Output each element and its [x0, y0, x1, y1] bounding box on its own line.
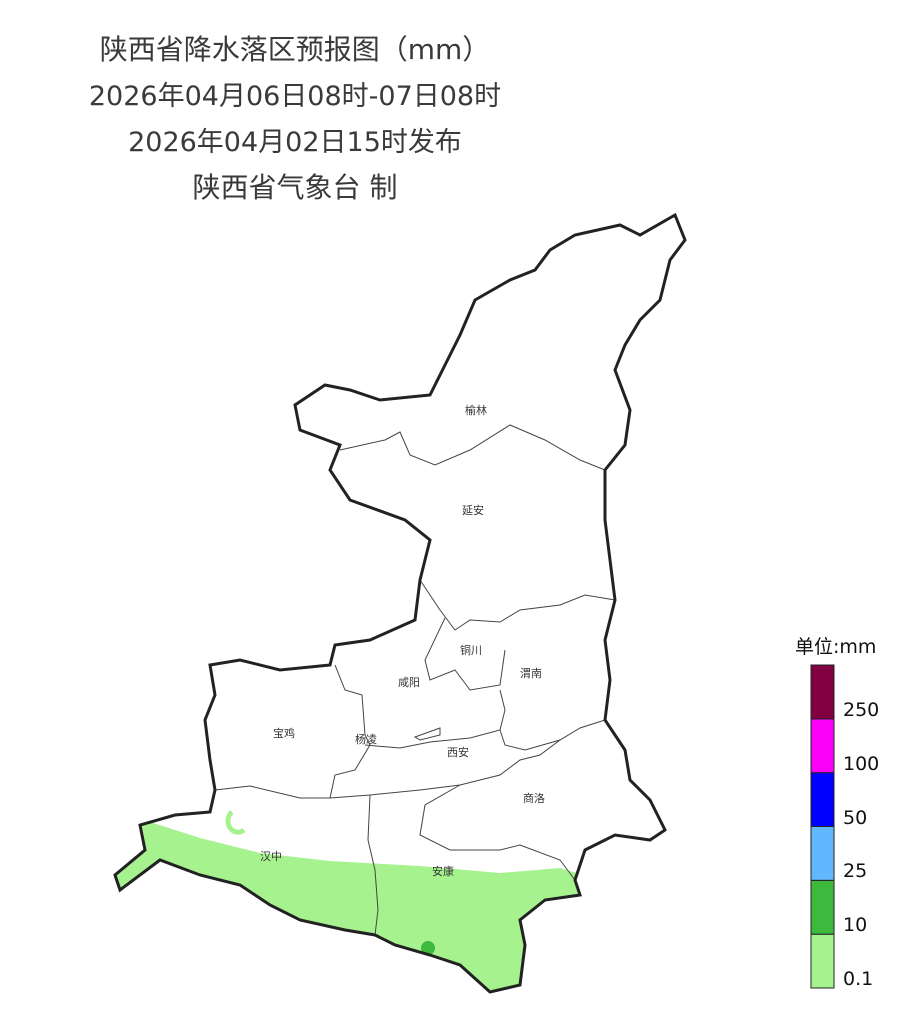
city-label-yangling: 杨凌 [355, 732, 377, 746]
city-label-yanan: 延安 [462, 503, 484, 517]
city-label-weinan: 渭南 [520, 667, 542, 680]
city-label-shangluo: 商洛 [523, 791, 545, 805]
city-label-yulin: 榆林 [465, 403, 487, 417]
city-boundaries [214, 424, 616, 936]
city-label-xianyang: 咸阳 [398, 676, 420, 689]
legend-swatch [810, 718, 835, 774]
legend-swatch [810, 879, 835, 935]
city-label-ankang: 安康 [432, 864, 454, 878]
legend-swatch [810, 772, 835, 828]
city-label-xian: 西安 [447, 745, 469, 759]
legend-swatch [810, 933, 835, 989]
producer: 陕西省气象台 制 [192, 171, 398, 204]
precip-area-light-small [225, 810, 246, 835]
city-label-baoji: 宝鸡 [273, 726, 295, 740]
precip-area-moderate [421, 941, 435, 955]
legend-colorbar [810, 664, 835, 989]
legend-label: 10 [843, 914, 868, 937]
legend-label: 50 [843, 806, 868, 829]
legend-label: 100 [843, 752, 880, 775]
precip-area-light [115, 822, 600, 992]
legend-label: 250 [843, 698, 880, 721]
legend-swatch [810, 664, 835, 720]
legend-swatch [810, 826, 835, 881]
legend-title: 单位:mm [795, 636, 877, 658]
city-labels: 榆林 延安 铜川 咸阳 渭南 宝鸡 杨凌 西安 商洛 汉中 安康 [260, 403, 545, 878]
city-label-hanzhong: 汉中 [260, 850, 282, 863]
issue-time: 2026年04月02日15时发布 [128, 127, 462, 158]
legend-label: 25 [843, 860, 868, 883]
forecast-period: 2026年04月06日08时-07日08时 [88, 81, 502, 112]
city-label-tongchuan: 铜川 [460, 643, 482, 657]
legend-label: 0.1 [843, 968, 874, 990]
map-title: 陕西省降水落区预报图（mm） [99, 33, 491, 66]
